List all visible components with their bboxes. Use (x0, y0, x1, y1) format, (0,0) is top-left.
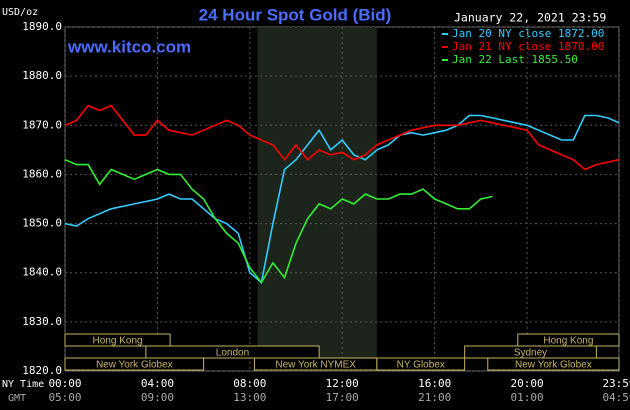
session-label: London (216, 348, 249, 359)
gmt-tick-label: 09:00 (141, 391, 174, 404)
gmt-tick-label: 17:00 (326, 391, 359, 404)
session-bar (64, 333, 171, 347)
y-tick-label: 1880.0 (22, 69, 62, 82)
x-label-top: NY Time (2, 379, 44, 390)
x-tick-label: 00:00 (48, 377, 81, 390)
session-bar (64, 357, 205, 371)
legend-label: Jan 22 Last 1855.50 (452, 53, 578, 66)
session-label: Hong Kong (93, 336, 143, 347)
session-label: New York NYMEX (275, 360, 356, 371)
chart-title: 24 Hour Spot Gold (Bid) (199, 5, 392, 24)
series-line (64, 114, 620, 284)
legend-label: Jan 20 NY close 1872.00 (452, 27, 604, 40)
series-line (64, 158, 493, 284)
x-tick-label: 23:59 (602, 377, 630, 390)
session-label: Hong Kong (543, 336, 593, 347)
gmt-tick-label: 13:00 (233, 391, 266, 404)
session-label: New York Globex (96, 360, 173, 371)
gmt-tick-label: 21:00 (418, 391, 451, 404)
gmt-tick-label: 05:00 (48, 391, 81, 404)
session-bar (376, 357, 466, 371)
watermark: www.kitco.com (67, 37, 191, 56)
x-tick-label: 04:00 (141, 377, 174, 390)
y-tick-label: 1860.0 (22, 167, 62, 180)
session-label: New York Globex (515, 360, 592, 371)
gmt-tick-label: 01:00 (510, 391, 543, 404)
x-tick-label: 08:00 (233, 377, 266, 390)
y-tick-label: 1850.0 (22, 217, 62, 230)
legend-label: Jan 21 NY close 1870.00 (452, 40, 604, 53)
y-tick-label: 1870.0 (22, 118, 62, 131)
chart-date: January 22, 2021 23:59 (454, 11, 606, 25)
series-line (64, 104, 620, 171)
y-tick-label: 1820.0 (22, 364, 62, 377)
gmt-tick-label: 04:59 (602, 391, 630, 404)
x-label-bottom: GMT (8, 393, 26, 404)
session-label: NY Globex (397, 360, 445, 371)
y-tick-label: 1830.0 (22, 315, 62, 328)
x-tick-label: 12:00 (326, 377, 359, 390)
y-unit: USD/oz (2, 7, 38, 18)
session-highlight (257, 27, 377, 371)
session-label: Sydney (514, 348, 547, 359)
session-bar (487, 357, 620, 371)
session-bar (145, 345, 320, 359)
x-tick-label: 16:00 (418, 377, 451, 390)
x-tick-label: 20:00 (510, 377, 543, 390)
y-tick-label: 1890.0 (22, 20, 62, 33)
y-tick-label: 1840.0 (22, 266, 62, 279)
